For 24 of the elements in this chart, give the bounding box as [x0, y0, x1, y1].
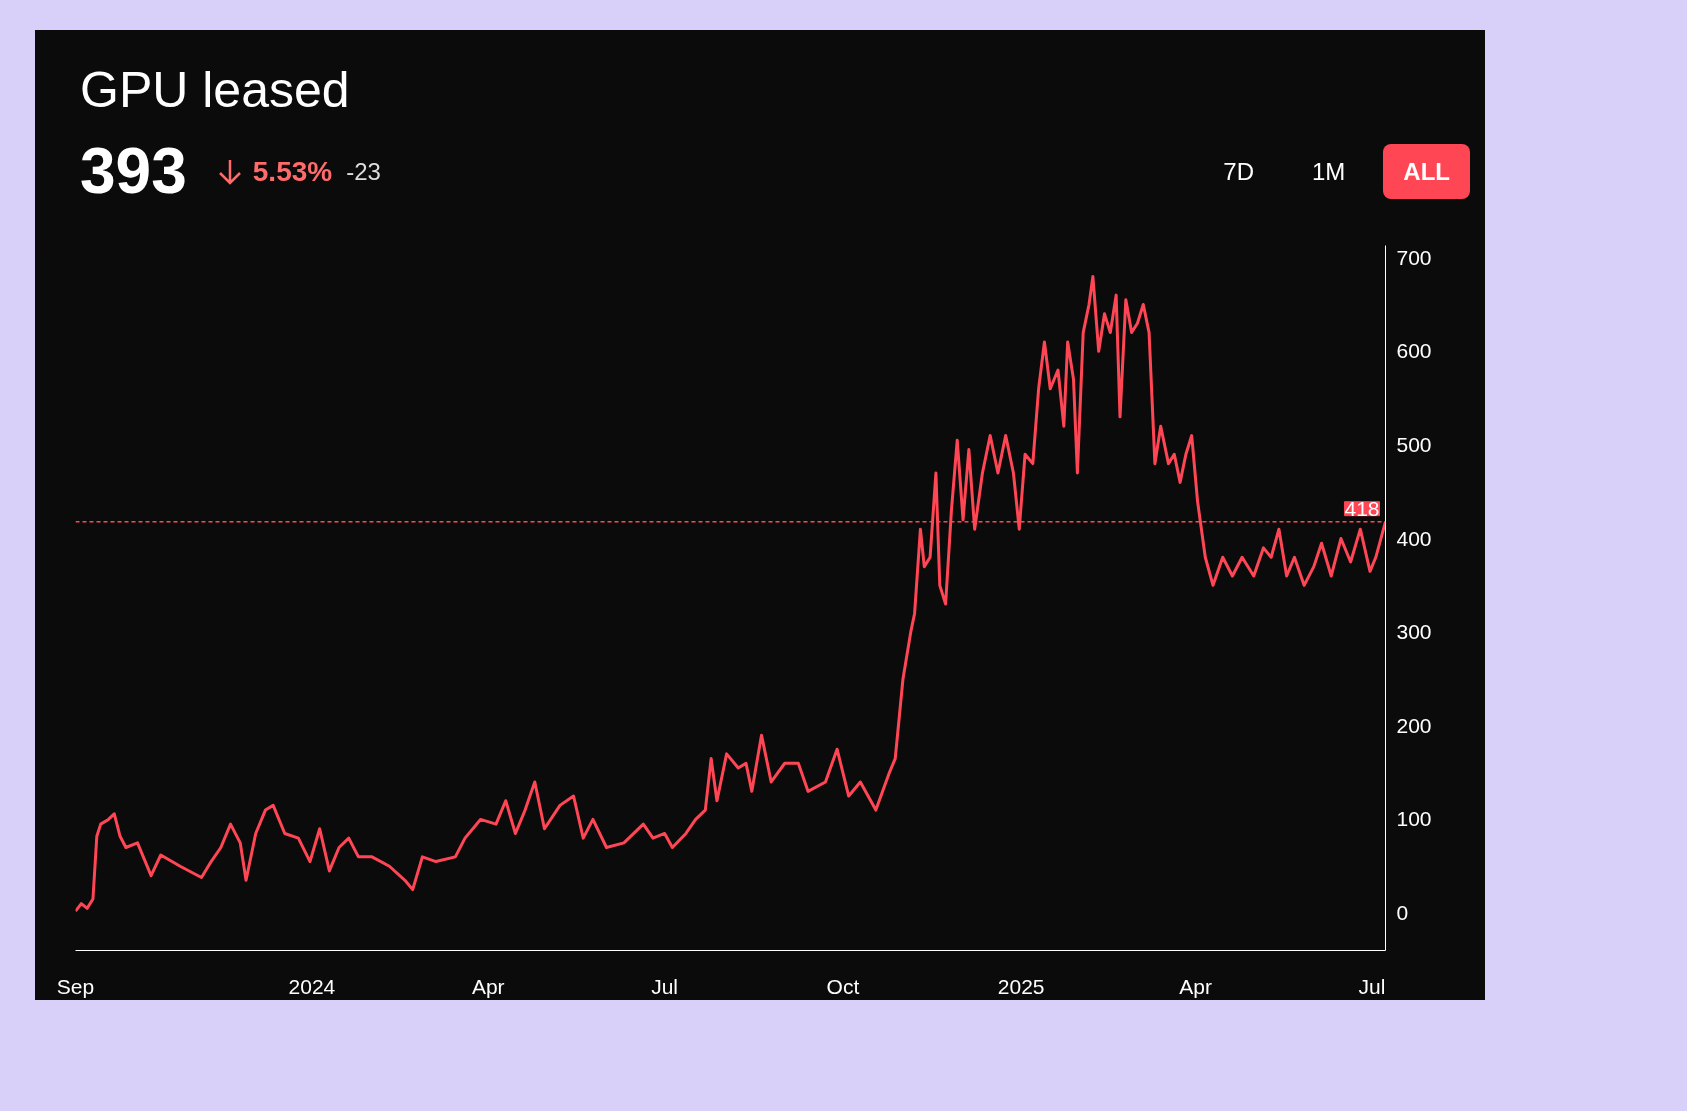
text: ALL	[1383, 143, 1470, 199]
chart-title: GPU leased	[80, 61, 351, 120]
text: 1M	[1311, 157, 1347, 187]
y-tick-label: 600	[1396, 339, 1432, 363]
x-tick-label: Apr	[1179, 974, 1212, 998]
y-tick-label: 0	[1396, 901, 1409, 925]
y-tick-label: 400	[1396, 526, 1432, 550]
text: 7D	[1222, 157, 1255, 187]
text: 5.53%	[252, 155, 333, 190]
x-tick-label: Apr	[471, 974, 505, 998]
x-tick-label: 2024	[288, 974, 336, 998]
x-tick-label: Jul	[651, 974, 679, 998]
text: -23	[346, 157, 381, 187]
text: 393	[80, 134, 187, 210]
ref-line-label: 418	[1344, 496, 1380, 520]
x-tick-label: Oct	[826, 974, 860, 998]
y-tick-label: 300	[1396, 620, 1432, 644]
y-tick-label: 200	[1396, 713, 1432, 737]
x-tick-label: 2025	[997, 974, 1045, 998]
y-tick-label: 500	[1396, 432, 1432, 456]
y-tick-label: 700	[1396, 245, 1432, 269]
x-tick-label: Jul	[1358, 974, 1386, 998]
x-tick-label: Sep	[56, 974, 95, 998]
y-tick-label: 100	[1396, 807, 1432, 831]
